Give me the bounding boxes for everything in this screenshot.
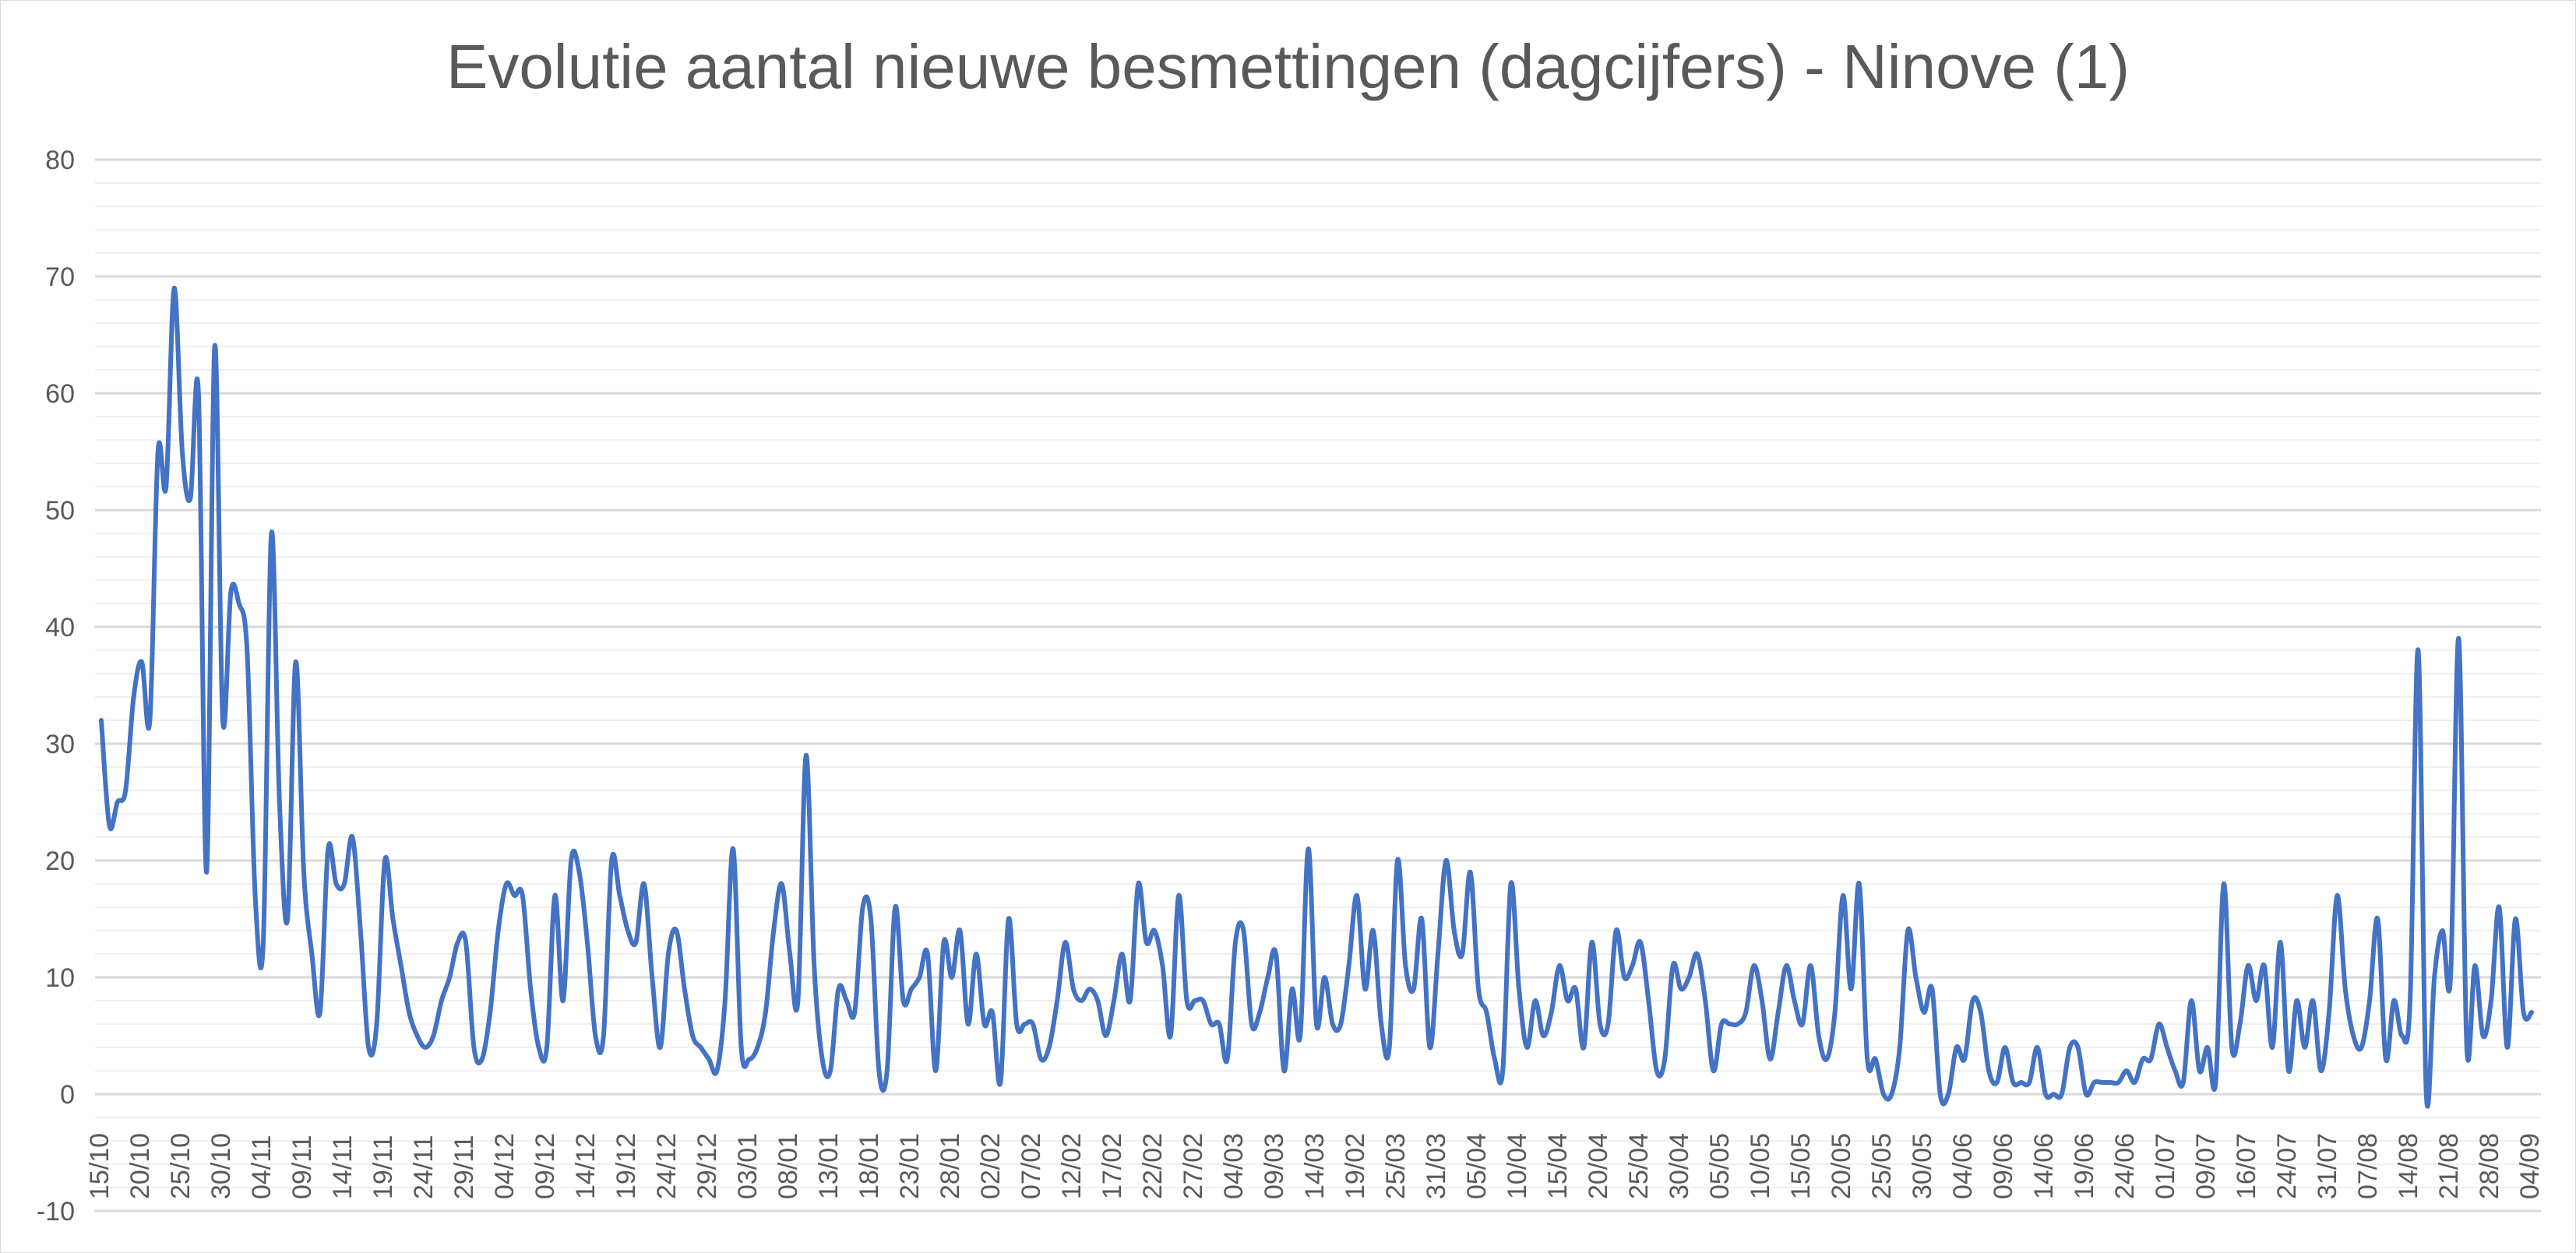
x-tick-label: 20/05 xyxy=(1827,1133,1856,1199)
x-tick-label: 25/10 xyxy=(166,1133,196,1199)
x-tick-label: 22/02 xyxy=(1138,1133,1168,1199)
x-axis-tick-labels: 15/10 20/10 25/10 30/10 04/11 09/11 14/11 19/11… xyxy=(85,1133,2545,1199)
x-tick-label: 08/01 xyxy=(774,1133,803,1199)
y-axis-tick-labels: -10 0 10 20 30 40 50 60 70 80 xyxy=(37,146,75,1227)
x-tick-label: 19/12 xyxy=(611,1133,641,1199)
y-tick-label: -10 xyxy=(37,1197,75,1227)
x-tick-label: 28/08 xyxy=(2475,1133,2504,1199)
x-tick-label: 30/10 xyxy=(206,1133,236,1199)
x-tick-label: 04/06 xyxy=(1948,1133,1978,1199)
y-tick-label: 0 xyxy=(60,1080,75,1110)
chart-title: Evolutie aantal nieuwe besmettingen (dag… xyxy=(446,32,2130,101)
x-tick-label: 14/12 xyxy=(571,1133,601,1199)
y-tick-label: 20 xyxy=(45,846,75,876)
x-tick-label: 09/07 xyxy=(2191,1133,2221,1199)
x-tick-label: 29/11 xyxy=(449,1135,479,1199)
x-tick-label: 09/06 xyxy=(1989,1133,2018,1199)
x-tick-label: 04/12 xyxy=(490,1133,520,1199)
x-tick-label: 30/04 xyxy=(1665,1133,1694,1199)
x-tick-label: 07/02 xyxy=(1017,1133,1046,1199)
x-tick-label: 05/04 xyxy=(1462,1133,1492,1199)
x-tick-label: 14/03 xyxy=(1300,1133,1330,1199)
x-tick-label: 14/11 xyxy=(328,1135,358,1199)
y-tick-label: 50 xyxy=(45,496,75,526)
series-layer xyxy=(99,285,2534,1109)
x-tick-label: 20/04 xyxy=(1584,1133,1613,1199)
series-line xyxy=(99,285,2534,1109)
y-tick-label: 10 xyxy=(45,963,75,993)
x-tick-label: 09/03 xyxy=(1260,1133,1289,1199)
x-tick-label: 01/07 xyxy=(2151,1133,2180,1199)
x-tick-label: 07/08 xyxy=(2353,1133,2383,1199)
x-tick-label: 28/01 xyxy=(936,1133,965,1199)
x-tick-label: 15/10 xyxy=(85,1133,115,1199)
x-tick-label: 14/06 xyxy=(2029,1133,2059,1199)
y-tick-label: 40 xyxy=(45,613,75,642)
y-tick-label: 60 xyxy=(45,379,75,409)
x-tick-label: 20/10 xyxy=(125,1133,155,1199)
x-tick-label: 23/01 xyxy=(895,1133,925,1199)
x-tick-label: 21/08 xyxy=(2434,1133,2464,1199)
x-tick-label: 24/12 xyxy=(652,1133,682,1199)
x-tick-label: 25/03 xyxy=(1381,1133,1411,1199)
x-tick-label: 17/02 xyxy=(1098,1133,1127,1199)
x-tick-label: 29/12 xyxy=(692,1133,722,1199)
x-tick-label: 24/06 xyxy=(2110,1133,2140,1199)
x-tick-label: 25/05 xyxy=(1867,1133,1897,1199)
x-tick-label: 16/07 xyxy=(2232,1133,2261,1199)
x-tick-label: 10/05 xyxy=(1746,1133,1775,1199)
x-tick-label: 31/07 xyxy=(2313,1133,2342,1199)
x-tick-label: 14/08 xyxy=(2394,1133,2423,1199)
x-tick-label: 18/01 xyxy=(855,1133,884,1199)
x-tick-label: 02/02 xyxy=(976,1133,1006,1199)
x-tick-label: 19/06 xyxy=(2070,1133,2099,1199)
x-tick-label: 12/02 xyxy=(1057,1133,1087,1199)
y-tick-label: 30 xyxy=(45,730,75,759)
x-tick-label: 04/03 xyxy=(1219,1133,1249,1199)
x-tick-label: 04/09 xyxy=(2515,1133,2545,1199)
x-tick-label: 04/11 xyxy=(247,1135,277,1199)
x-tick-label: 24/07 xyxy=(2272,1133,2302,1199)
x-tick-label: 10/04 xyxy=(1503,1133,1532,1199)
x-tick-label: 30/05 xyxy=(1908,1133,1937,1199)
x-tick-label: 15/04 xyxy=(1543,1133,1573,1199)
x-tick-label: 24/11 xyxy=(409,1135,439,1199)
gridlines xyxy=(95,158,2541,1213)
x-tick-label: 09/12 xyxy=(530,1133,560,1199)
x-tick-label: 25/04 xyxy=(1624,1133,1654,1199)
x-tick-label: 27/02 xyxy=(1179,1133,1208,1199)
y-tick-label: 80 xyxy=(45,146,75,175)
x-tick-label: 31/03 xyxy=(1422,1133,1451,1199)
x-tick-label: 19/02 xyxy=(1341,1133,1370,1199)
x-tick-label: 19/11 xyxy=(368,1135,398,1199)
x-tick-label: 13/01 xyxy=(814,1133,844,1199)
x-tick-label: 05/05 xyxy=(1705,1133,1735,1199)
y-tick-label: 70 xyxy=(45,262,75,292)
x-tick-label: 15/05 xyxy=(1786,1133,1816,1199)
x-tick-label: 03/01 xyxy=(733,1133,763,1199)
x-tick-label: 09/11 xyxy=(287,1135,317,1199)
